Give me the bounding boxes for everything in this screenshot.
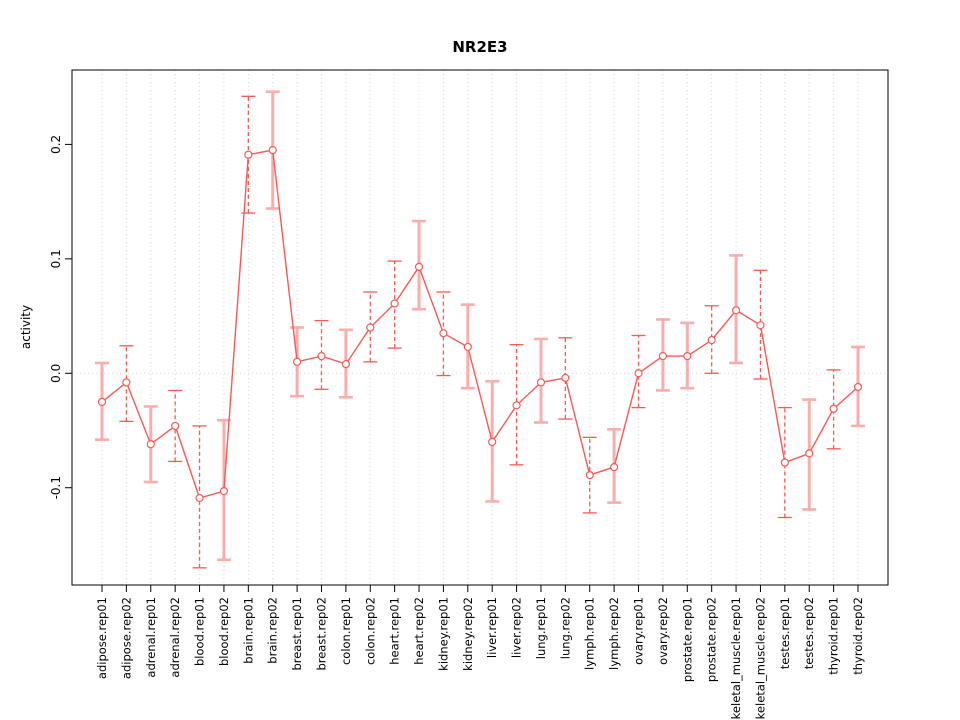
x-tick-label: lung.rep02 — [558, 597, 572, 659]
y-axis: -0.1 0.0 0.1 0.2 — [49, 135, 72, 499]
point-ovary.rep02 — [658, 352, 668, 361]
point-colon.rep02 — [366, 323, 375, 332]
errorbar-prostate.rep02 — [704, 305, 719, 374]
point-liver.rep02 — [512, 401, 521, 410]
point-adipose.rep02 — [122, 378, 131, 387]
errorbar-testes.rep01 — [777, 406, 792, 519]
x-tick-label: brain.rep02 — [266, 597, 280, 664]
point-skeletal_muscle.rep01 — [731, 306, 741, 315]
point-kidney.rep01 — [439, 329, 448, 338]
y-axis-title: activity — [19, 304, 33, 350]
x-tick-label: colon.rep01 — [339, 597, 353, 665]
point-testes.rep02 — [805, 449, 814, 458]
point-blood.rep02 — [219, 487, 229, 496]
point-kidney.rep02 — [463, 342, 472, 352]
x-tick-label: liver.rep01 — [485, 597, 499, 658]
gridlines — [72, 70, 888, 585]
point-lymph.rep01 — [585, 471, 594, 480]
errorbar-liver.rep02 — [509, 344, 524, 466]
point-heart.rep01 — [390, 299, 399, 308]
point-ovary.rep01 — [634, 369, 643, 378]
errorbar-kidney.rep01 — [436, 291, 451, 377]
point-lymph.rep02 — [610, 463, 619, 472]
x-axis: adipose.rep01 adipose.rep02 adrenal.rep01 a… — [95, 585, 865, 720]
x-tick-label: skeletal_muscle.rep01 — [729, 597, 743, 720]
x-tick-label: testes.rep01 — [778, 597, 792, 669]
point-prostate.rep02 — [707, 335, 716, 345]
point-lung.rep01 — [536, 378, 546, 387]
point-brain.rep02 — [268, 146, 277, 155]
series-line — [101, 149, 859, 499]
x-tick-label: thyroid.rep01 — [827, 597, 841, 675]
y-tick-label: -0.1 — [49, 476, 63, 499]
point-blood.rep01 — [195, 493, 204, 503]
x-tick-label: testes.rep02 — [802, 597, 816, 669]
point-thyroid.rep01 — [829, 404, 838, 413]
point-liver.rep01 — [488, 437, 497, 447]
x-tick-label: heart.rep02 — [412, 597, 426, 665]
x-tick-label: colon.rep02 — [363, 597, 377, 665]
x-tick-label: liver.rep02 — [510, 597, 524, 658]
x-tick-label: adipose.rep01 — [95, 597, 109, 679]
y-tick-label: 0.2 — [49, 135, 63, 154]
x-tick-label: lymph.rep02 — [607, 597, 621, 670]
point-skeletal_muscle.rep02 — [756, 321, 765, 330]
point-breast.rep01 — [292, 357, 302, 366]
point-breast.rep02 — [317, 352, 326, 361]
data-points — [97, 146, 863, 503]
point-adrenal.rep02 — [171, 421, 180, 431]
x-tick-label: prostate.rep02 — [705, 597, 719, 682]
x-tick-label: skeletal_muscle.rep02 — [753, 597, 767, 720]
x-tick-label: thyroid.rep02 — [851, 597, 865, 675]
point-adipose.rep01 — [97, 397, 107, 406]
point-lung.rep02 — [561, 373, 570, 382]
point-adrenal.rep01 — [146, 440, 155, 449]
x-tick-label: lung.rep01 — [534, 597, 548, 659]
x-tick-label: adrenal.rep02 — [168, 597, 182, 678]
point-brain.rep01 — [244, 150, 253, 159]
error-bars — [95, 90, 865, 569]
errorbar-lung.rep02 — [558, 337, 573, 420]
x-tick-label: blood.rep01 — [193, 597, 207, 666]
errorbar-colon.rep02 — [363, 291, 378, 363]
x-tick-label: lymph.rep01 — [583, 597, 597, 670]
x-tick-label: kidney.rep02 — [461, 597, 475, 671]
x-tick-label: blood.rep02 — [217, 597, 231, 666]
point-heart.rep02 — [414, 262, 424, 271]
x-tick-label: ovary.rep01 — [632, 597, 646, 665]
point-testes.rep01 — [780, 458, 789, 467]
y-tick-label: 0.1 — [49, 249, 63, 268]
x-tick-label: brain.rep01 — [241, 597, 255, 664]
x-tick-label: heart.rep01 — [388, 597, 402, 665]
errorbar-breast.rep02 — [314, 319, 329, 390]
x-tick-label: adrenal.rep01 — [144, 597, 158, 678]
x-tick-label: breast.rep02 — [314, 597, 328, 671]
errorbar-thyroid.rep01 — [826, 369, 841, 450]
x-tick-label: breast.rep01 — [290, 597, 304, 671]
point-prostate.rep01 — [683, 352, 692, 361]
errorbar-skeletal_muscle.rep02 — [753, 269, 768, 380]
plot-border — [71, 69, 889, 586]
point-colon.rep01 — [341, 360, 350, 369]
x-tick-label: ovary.rep02 — [656, 597, 670, 665]
chart-title: NR2E3 — [452, 38, 508, 56]
point-thyroid.rep02 — [853, 382, 863, 392]
x-tick-label: prostate.rep01 — [680, 597, 694, 682]
y-tick-label: 0.0 — [49, 364, 63, 383]
x-tick-label: kidney.rep01 — [436, 597, 450, 671]
x-tick-label: adipose.rep02 — [119, 597, 133, 679]
